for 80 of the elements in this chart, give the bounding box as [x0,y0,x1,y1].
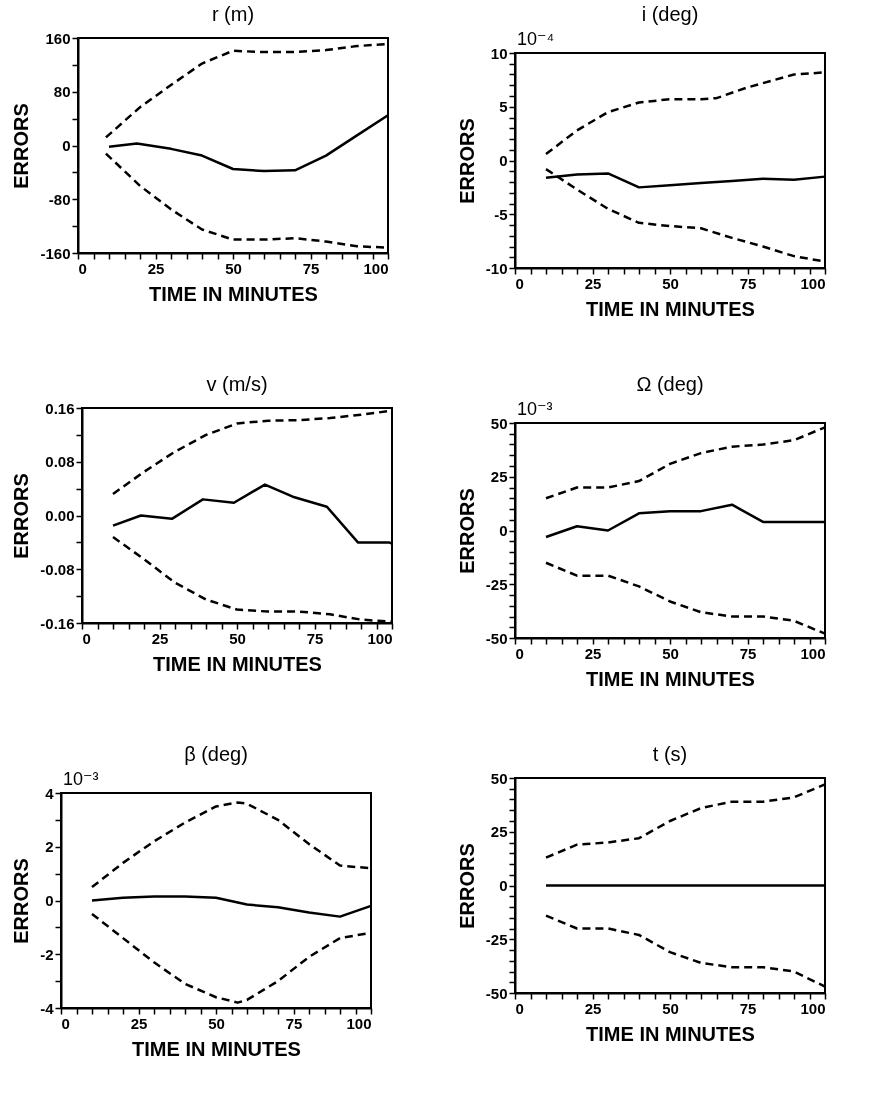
y-tick-label: 10 [490,44,508,62]
x-tick-label: 75 [739,274,757,292]
chart-title: Ω (deg) [636,373,704,395]
x-axis-title: TIME IN MINUTES [586,667,755,690]
y-tick-label: 0 [62,137,71,154]
chart-title: v (m/s) [206,373,268,395]
chart-title: r (m) [211,3,255,25]
y-axis-title: ERRORS [10,858,33,944]
y-tick-label: 25 [490,823,508,841]
chart-title: β (deg) [184,743,248,765]
x-tick-label: 100 [800,274,826,292]
y-tick-label: -50 [485,984,508,1002]
x-tick-label: 25 [584,999,602,1017]
x-tick-label: 25 [147,259,165,277]
x-axis-title: TIME IN MINUTES [149,282,318,305]
x-tick-label: 50 [225,259,242,277]
y-tick-label: -160 [40,244,71,262]
x-tick-label: 100 [367,629,393,647]
x-tick-label: 75 [306,629,324,647]
y-tick-label: -0.16 [40,614,75,632]
y-tick-label: -4 [40,999,55,1017]
y-tick-label: -50 [485,629,508,647]
x-tick-label: 25 [151,629,169,647]
x-tick-label: 75 [285,1014,303,1032]
x-tick-label: 0 [515,999,524,1017]
y-tick-label: 0.00 [45,507,75,524]
x-tick-label: 100 [363,259,389,277]
x-tick-label: 0 [82,629,91,647]
x-tick-label: 50 [662,644,679,662]
x-tick-label: 0 [515,274,524,292]
y-axis-title: ERRORS [10,473,33,559]
x-tick-label: 75 [739,644,757,662]
y-tick-label: 0 [499,152,508,169]
y-axis-title: ERRORS [455,488,478,574]
x-tick-label: 100 [800,644,826,662]
x-tick-label: 50 [229,629,246,647]
x-axis-title: TIME IN MINUTES [586,297,755,320]
y-tick-label: 0 [499,522,508,539]
y-tick-label: 0.08 [45,453,75,471]
y-tick-label: 50 [490,769,508,787]
y-tick-label: 2 [45,838,54,856]
x-tick-label: 50 [662,274,679,292]
y-tick-label: 160 [45,29,71,47]
x-tick-label: 100 [346,1014,372,1032]
x-tick-label: 50 [208,1014,225,1032]
x-axis-title: TIME IN MINUTES [132,1037,301,1060]
y-tick-label: 50 [490,414,508,432]
x-tick-label: 100 [800,999,826,1017]
x-axis-title: TIME IN MINUTES [586,1022,755,1045]
y-tick-label: -0.08 [40,560,75,578]
y-tick-label: -2 [40,945,54,963]
y-tick-label: 25 [490,468,508,486]
x-tick-label: 75 [302,259,320,277]
x-tick-label: 25 [584,644,602,662]
text: 10⁻⁴ [517,29,555,49]
y-tick-label: -25 [485,930,508,948]
y-tick-label: 0 [45,892,54,909]
y-axis-title: ERRORS [455,118,478,204]
y-axis-title: ERRORS [455,843,478,929]
x-tick-label: 0 [515,644,524,662]
x-tick-label: 0 [78,259,87,277]
y-tick-label: 0 [499,877,508,894]
text: 10⁻³ [517,399,553,419]
x-axis-title: TIME IN MINUTES [153,652,322,675]
y-tick-label: -10 [485,259,508,277]
y-tick-label: -25 [485,575,508,593]
x-tick-label: 50 [662,999,679,1017]
y-axis-title: ERRORS [10,103,33,189]
x-tick-label: 25 [130,1014,148,1032]
chart-title: i (deg) [641,3,699,25]
y-tick-label: 80 [53,83,71,101]
y-tick-label: 5 [499,98,508,116]
x-tick-label: 75 [739,999,757,1017]
chart-title: t (s) [652,743,688,765]
y-tick-label: 4 [45,784,55,802]
y-tick-label: -80 [48,190,71,208]
text: 10⁻³ [63,769,99,789]
x-tick-label: 25 [584,274,602,292]
y-tick-label: 0.16 [45,399,75,417]
y-tick-label: -5 [494,205,508,223]
